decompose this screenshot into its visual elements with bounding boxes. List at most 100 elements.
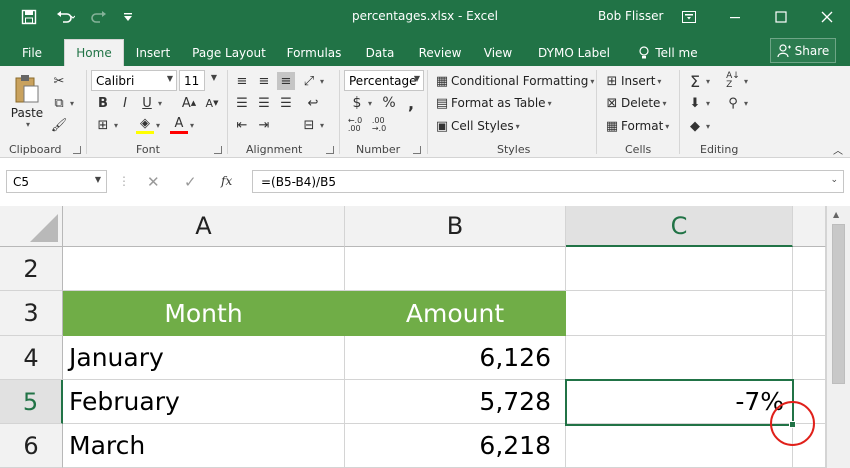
cell-a3-header[interactable]: Month bbox=[63, 291, 345, 336]
cell-c5[interactable]: -7% bbox=[566, 380, 793, 424]
font-size-select[interactable]: 11 bbox=[179, 70, 205, 91]
decrease-indent-button[interactable]: ⇤ bbox=[233, 116, 251, 134]
merge-center-button[interactable]: ⊟ ▾ bbox=[300, 116, 324, 134]
tab-page-layout[interactable]: Page Layout bbox=[192, 45, 266, 60]
align-top-button[interactable]: ≡ bbox=[233, 72, 251, 90]
comma-button[interactable]: , bbox=[402, 94, 420, 113]
align-bottom-button[interactable]: ≡ bbox=[277, 72, 295, 90]
number-launcher-icon[interactable] bbox=[413, 146, 421, 154]
column-header-c[interactable]: C bbox=[566, 206, 793, 247]
cell-styles-button[interactable]: ▣ Cell Styles ▾ bbox=[433, 117, 520, 135]
row-header-5[interactable]: 5 bbox=[0, 380, 63, 424]
insert-function-icon[interactable]: fx bbox=[221, 174, 233, 188]
increase-font-button[interactable]: A ▲ bbox=[180, 94, 198, 112]
clipboard-launcher-icon[interactable] bbox=[73, 146, 81, 154]
cell-b2[interactable] bbox=[345, 247, 566, 291]
row-header-2[interactable]: 2 bbox=[0, 247, 63, 291]
column-header-d-partial[interactable] bbox=[793, 206, 826, 247]
vertical-scrollbar[interactable]: ▲ bbox=[826, 206, 850, 468]
format-as-table-button[interactable]: ▤ Format as Table ▾ bbox=[433, 94, 552, 112]
cell-a5[interactable]: February bbox=[63, 380, 345, 424]
tab-data[interactable]: Data bbox=[365, 45, 395, 60]
tab-insert[interactable]: Insert bbox=[135, 45, 171, 60]
align-left-button[interactable]: ☰ bbox=[233, 94, 251, 112]
font-color-button[interactable]: A ▾ bbox=[170, 116, 194, 134]
decrease-decimal-button[interactable]: .00 →.0 bbox=[370, 116, 388, 134]
share-button[interactable]: Share bbox=[770, 38, 836, 63]
align-right-button[interactable]: ☰ bbox=[277, 94, 295, 112]
maximize-icon[interactable] bbox=[758, 0, 804, 34]
scroll-up-icon[interactable]: ▲ bbox=[833, 210, 840, 219]
tab-file[interactable]: File bbox=[21, 45, 43, 60]
increase-indent-button[interactable]: ⇥ bbox=[255, 116, 273, 134]
copy-button[interactable]: ⧉ ▾ bbox=[50, 94, 74, 112]
tab-view[interactable]: View bbox=[483, 45, 513, 60]
currency-button[interactable]: $ ▾ bbox=[348, 94, 372, 112]
italic-button[interactable]: I bbox=[116, 94, 134, 112]
fill-handle[interactable] bbox=[789, 421, 796, 428]
bold-button[interactable]: B bbox=[94, 94, 112, 112]
font-launcher-icon[interactable] bbox=[214, 146, 222, 154]
cancel-entry-icon[interactable]: ✕ bbox=[147, 173, 160, 191]
cell-c4[interactable] bbox=[566, 336, 793, 380]
orientation-button[interactable]: ⤢ ▾ bbox=[300, 72, 324, 90]
align-middle-button[interactable]: ≡ bbox=[255, 72, 273, 90]
redo-icon[interactable] bbox=[84, 0, 114, 34]
cell-a4[interactable]: January bbox=[63, 336, 345, 380]
cell-b3-header[interactable]: Amount bbox=[345, 291, 566, 336]
font-name-select[interactable]: Calibri ▼ bbox=[91, 70, 177, 91]
name-box[interactable]: C5 ▼ bbox=[6, 170, 107, 193]
conditional-formatting-button[interactable]: ▦ Conditional Formatting ▾ bbox=[433, 72, 595, 90]
select-all-button[interactable] bbox=[0, 206, 63, 247]
number-format-select[interactable]: Percentage ▼ bbox=[344, 70, 424, 91]
cell-a6[interactable]: March bbox=[63, 424, 345, 468]
tell-me-box[interactable]: Tell me bbox=[630, 39, 706, 66]
close-icon[interactable] bbox=[804, 0, 850, 34]
scroll-thumb[interactable] bbox=[832, 224, 845, 384]
cell-a2[interactable] bbox=[63, 247, 345, 291]
sort-filter-button[interactable]: A↓ Z ▾ bbox=[724, 72, 748, 90]
tab-review[interactable]: Review bbox=[418, 45, 462, 60]
column-header-a[interactable]: A bbox=[63, 206, 345, 247]
row-header-3[interactable]: 3 bbox=[0, 291, 63, 336]
alignment-launcher-icon[interactable] bbox=[326, 146, 334, 154]
tab-formulas[interactable]: Formulas bbox=[286, 45, 342, 60]
fill-color-button[interactable]: ◈ ▾ bbox=[136, 116, 160, 134]
wrap-text-button[interactable]: ↩ bbox=[304, 94, 322, 112]
delete-cells-button[interactable]: ⊠ Delete ▾ bbox=[603, 94, 667, 112]
borders-button[interactable]: ⊞ ▾ bbox=[94, 116, 118, 134]
cell-b4[interactable]: 6,126 bbox=[345, 336, 566, 380]
autosum-button[interactable]: Σ ▾ bbox=[686, 72, 710, 91]
tab-home[interactable]: Home bbox=[64, 39, 124, 66]
percent-button[interactable]: % bbox=[380, 94, 398, 112]
underline-button[interactable]: U ▾ bbox=[138, 94, 162, 112]
more-options-icon[interactable]: ⋮ bbox=[118, 174, 130, 188]
tab-dymo-label[interactable]: DYMO Label bbox=[538, 45, 610, 60]
save-icon[interactable] bbox=[14, 0, 44, 34]
cell-d3[interactable] bbox=[793, 291, 826, 336]
find-select-button[interactable]: ⚲ ▾ bbox=[724, 94, 748, 112]
cell-c2[interactable] bbox=[566, 247, 793, 291]
formula-input[interactable]: =(B5-B4)/B5 ⌄ bbox=[252, 170, 844, 193]
decrease-font-button[interactable]: A ▼ bbox=[203, 94, 221, 112]
cell-b5[interactable]: 5,728 bbox=[345, 380, 566, 424]
collapse-ribbon-button[interactable]: ︿ bbox=[829, 140, 847, 158]
confirm-entry-icon[interactable]: ✓ bbox=[184, 173, 197, 191]
clear-button[interactable]: ◆ ▾ bbox=[686, 117, 710, 135]
expand-formula-bar-icon[interactable]: ⌄ bbox=[830, 175, 838, 185]
row-header-6[interactable]: 6 bbox=[0, 424, 63, 468]
row-header-4[interactable]: 4 bbox=[0, 336, 63, 380]
cell-b6[interactable]: 6,218 bbox=[345, 424, 566, 468]
cell-d4[interactable] bbox=[793, 336, 826, 380]
paste-button[interactable]: Paste ▾ bbox=[10, 74, 44, 129]
column-header-b[interactable]: B bbox=[345, 206, 566, 247]
ribbon-display-icon[interactable] bbox=[666, 0, 712, 34]
format-cells-button[interactable]: ▦ Format ▾ bbox=[603, 117, 669, 135]
increase-decimal-button[interactable]: ←.0.00 bbox=[346, 116, 364, 134]
cell-d6[interactable] bbox=[793, 424, 826, 468]
undo-icon[interactable] bbox=[48, 0, 82, 34]
user-name[interactable]: Bob Flisser bbox=[598, 9, 664, 23]
cut-button[interactable]: ✂ bbox=[50, 72, 68, 90]
minimize-icon[interactable] bbox=[712, 0, 758, 34]
customize-qat-icon[interactable] bbox=[118, 0, 138, 34]
